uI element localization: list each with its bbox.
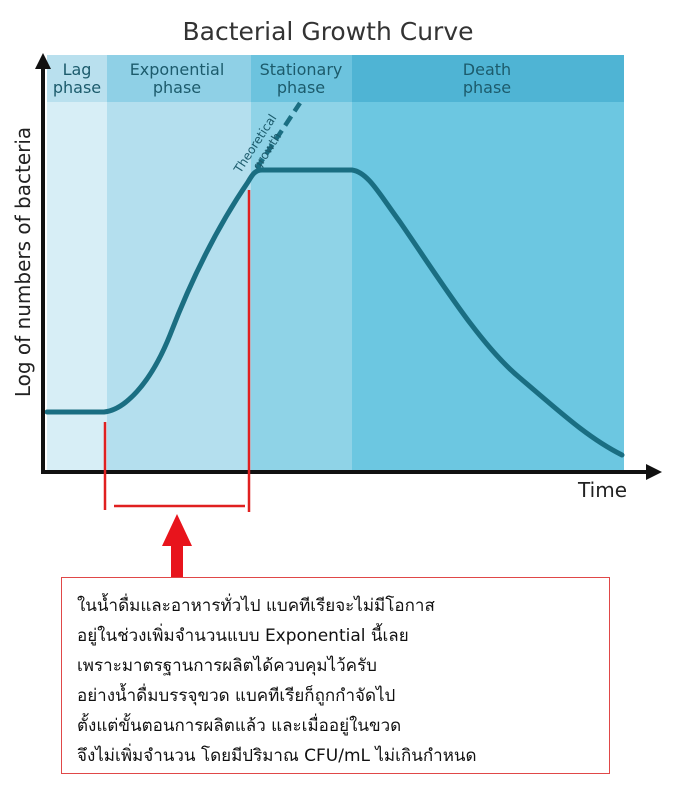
death-phase-label-2: phase (463, 78, 511, 97)
note-line-4: อย่างน้ำดื่มบรรจุขวด แบคทีเรียก็ถูกกำจัด… (77, 686, 396, 706)
lag-phase-label-2: phase (53, 78, 101, 97)
diagram-title: Bacterial Growth Curve (182, 17, 473, 46)
death-phase-header (352, 55, 624, 102)
x-axis-label: Time (577, 478, 627, 502)
y-axis-label: Log of numbers of bacteria (11, 127, 35, 397)
growth-curve (44, 167, 625, 458)
lag-phase-band (47, 55, 107, 472)
stationary-phase-label-2: phase (277, 78, 325, 97)
stationary-phase-label-1: Stationary (260, 60, 343, 79)
theoretical-growth-line (255, 101, 302, 170)
y-axis-arrow-icon (35, 53, 51, 69)
note-line-6: จึงไม่เพิ่มจำนวน โดยมีปริมาณ CFU/mL ไม่เ… (77, 746, 477, 766)
red-up-arrow-icon (162, 514, 192, 577)
exponential-phase-band (107, 55, 251, 472)
note-line-2: อยู่ในช่วงเพิ่มจำนวนแบบ Exponential นี้เ… (77, 626, 409, 646)
stationary-phase-header (251, 55, 352, 102)
stationary-phase-band (251, 55, 352, 472)
note-line-3: เพราะมาตรฐานการผลิตได้ควบคุมไว้ครับ (77, 656, 377, 676)
note-box (61, 577, 610, 774)
exponential-phase-label-2: phase (153, 78, 201, 97)
exponential-phase-header (107, 55, 251, 102)
lag-phase-header (47, 55, 107, 102)
note-line-1: ในน้ำดื่มและอาหารทั่วไป แบคทีเรียจะไม่มี… (77, 596, 435, 616)
death-phase-band (352, 55, 624, 472)
death-phase-label-1: Death (463, 60, 511, 79)
note-line-5: ตั้งแต่ขั้นตอนการผลิตแล้ว และเมื่ออยู่ใน… (77, 716, 402, 736)
lag-phase-label-1: Lag (63, 60, 92, 79)
x-axis-arrow-icon (646, 464, 662, 480)
exponential-phase-label-1: Exponential (130, 60, 225, 79)
